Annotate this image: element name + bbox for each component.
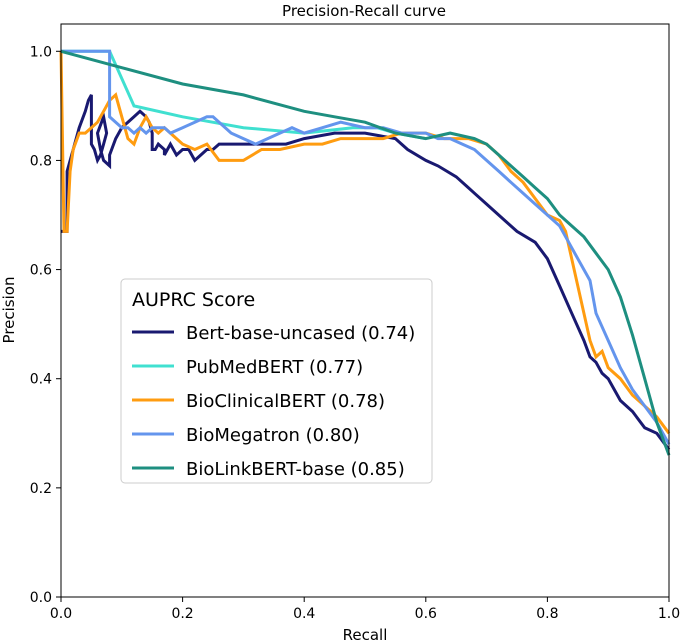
legend-box: [120, 278, 433, 484]
series-layer: [59, 49, 671, 456]
y-tick-label: 0.4: [30, 372, 52, 388]
y-axis: 0.0 0.2 0.4 0.6 0.8 1.0: [30, 44, 61, 606]
legend-label-2: PubMedBERT (0.77): [186, 357, 363, 378]
y-tick-label: 0.0: [30, 590, 52, 606]
x-tick-label: 0.6: [415, 606, 437, 622]
y-tick-label: 0.2: [30, 481, 52, 497]
legend-label-4: BioMegatron (0.80): [186, 425, 360, 446]
y-tick-label: 1.0: [30, 44, 52, 60]
x-tick-label: 0.2: [171, 606, 193, 622]
x-tick-label: 0.0: [50, 606, 72, 622]
legend-title: AUPRC Score: [132, 289, 255, 311]
x-tick-label: 1.0: [658, 606, 680, 622]
legend-label-1: Bert-base-uncased (0.74): [186, 323, 415, 344]
series-line-5: [60, 49, 671, 456]
series-line-1: [61, 94, 671, 451]
x-axis-label: Recall: [343, 626, 388, 644]
legend-label-5: BioLinkBERT-base (0.85): [186, 459, 405, 480]
x-tick-label: 0.4: [293, 606, 315, 622]
x-axis: 0.0 0.2 0.4 0.6 0.8 1.0: [50, 597, 680, 622]
plot-frame: [60, 23, 670, 598]
legend-label-3: BioClinicalBERT (0.78): [186, 391, 385, 412]
legend-entries: Bert-base-uncased (0.74) PubMedBERT (0.77…: [132, 323, 415, 480]
series-line-4: [61, 49, 671, 445]
x-tick-label: 0.8: [536, 606, 558, 622]
y-tick-label: 0.8: [30, 153, 52, 169]
legend: AUPRC Score Bert-base-uncased (0.74) PubM…: [120, 278, 433, 484]
y-tick-label: 0.6: [30, 263, 52, 279]
y-axis-label: Precision: [0, 277, 18, 344]
chart-title: Precision-Recall curve: [282, 2, 446, 20]
